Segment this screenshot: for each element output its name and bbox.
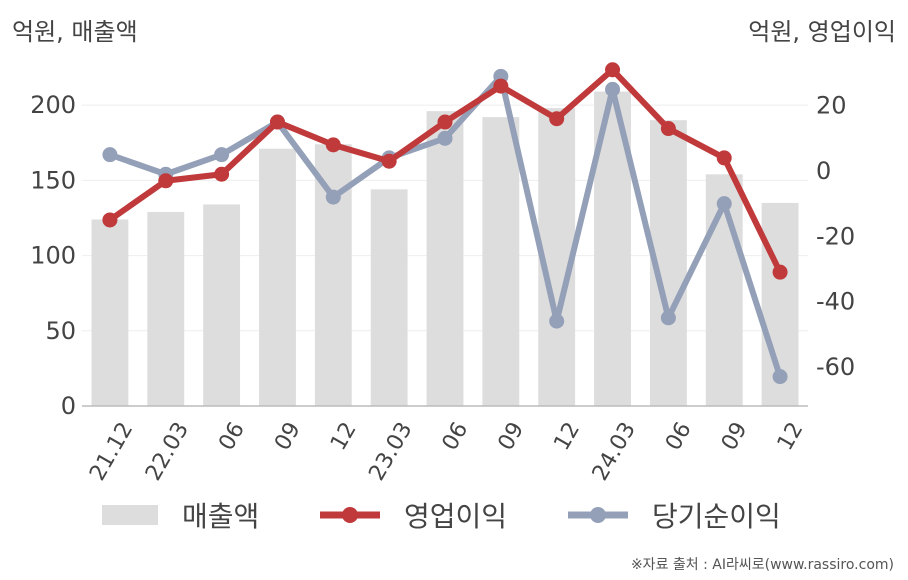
right-tick-label: -40 — [816, 288, 855, 316]
right-tick-label: 0 — [816, 157, 831, 185]
data-point — [437, 114, 453, 130]
data-point — [716, 150, 732, 166]
x-tick-label: 06 — [661, 418, 697, 455]
data-point — [158, 173, 174, 189]
data-point — [772, 369, 788, 385]
legend-item-operating-profit: 영업이익 — [318, 492, 507, 538]
data-point — [549, 313, 565, 329]
legend-item-net-income: 당기순이익 — [566, 492, 781, 538]
data-point — [214, 166, 230, 182]
bar — [426, 111, 464, 406]
bar — [482, 117, 520, 406]
data-point — [325, 189, 341, 205]
x-tick-label: 12 — [326, 418, 362, 455]
data-point — [660, 121, 676, 137]
data-point — [493, 78, 509, 94]
bar — [370, 189, 408, 406]
data-point — [102, 212, 118, 228]
x-tick-label: 09 — [494, 418, 530, 455]
x-tick-label: 24.03 — [588, 418, 641, 485]
x-tick-label: 06 — [214, 418, 250, 455]
data-point — [772, 264, 788, 280]
bar — [147, 211, 185, 406]
data-point — [605, 62, 621, 78]
x-tick-label: 12 — [773, 418, 809, 455]
right-axis-unit-label: 억원, 영업이익 — [748, 18, 896, 46]
bar — [259, 148, 296, 406]
data-point — [325, 137, 341, 153]
right-tick-label: -20 — [816, 222, 855, 250]
data-point — [102, 147, 118, 163]
x-tick-label: 22.03 — [141, 418, 194, 485]
data-point — [605, 81, 621, 97]
data-point — [437, 130, 453, 146]
bar — [203, 204, 241, 406]
data-point — [716, 196, 732, 212]
left-tick-label: 100 — [30, 242, 76, 270]
x-tick-label: 12 — [549, 418, 585, 455]
data-point — [214, 147, 230, 163]
legend-swatch-net-income — [568, 507, 628, 523]
x-tick-label: 09 — [717, 418, 753, 455]
right-tick-label: 20 — [816, 92, 847, 120]
left-tick-label: 200 — [30, 91, 76, 119]
x-tick-label: 23.03 — [364, 418, 417, 485]
bar — [91, 219, 129, 406]
x-tick-label: 06 — [438, 418, 474, 455]
left-axis-unit-label: 억원, 매출액 — [12, 18, 138, 46]
x-tick-label: 21.12 — [85, 418, 138, 485]
data-point — [660, 310, 676, 326]
legend-label-net-income: 당기순이익 — [652, 500, 781, 533]
legend-item-revenue: 매출액 — [100, 492, 259, 538]
left-tick-label: 150 — [30, 166, 76, 194]
left-tick-label: 50 — [45, 317, 76, 345]
legend-label-revenue: 매출액 — [182, 500, 260, 533]
data-point — [381, 153, 397, 169]
right-tick-label: -60 — [816, 353, 855, 381]
combo-chart: 0 50 100 150 200 -60 -40 -20 0 20 21.12 22.03 06 09 12… — [30, 62, 855, 485]
legend: 매출액 영업이익 당기순이익 — [0, 492, 908, 538]
source-note: ※자료 출처 : AI라씨로(www.rassiro.com) — [630, 557, 894, 573]
legend-swatch-operating-profit — [320, 507, 380, 523]
x-tick-label: 09 — [270, 418, 306, 455]
legend-swatch-revenue — [102, 505, 158, 525]
legend-label-operating-profit: 영업이익 — [404, 500, 508, 533]
data-point — [549, 111, 565, 127]
left-tick-label: 0 — [61, 392, 76, 420]
data-point — [269, 114, 285, 130]
